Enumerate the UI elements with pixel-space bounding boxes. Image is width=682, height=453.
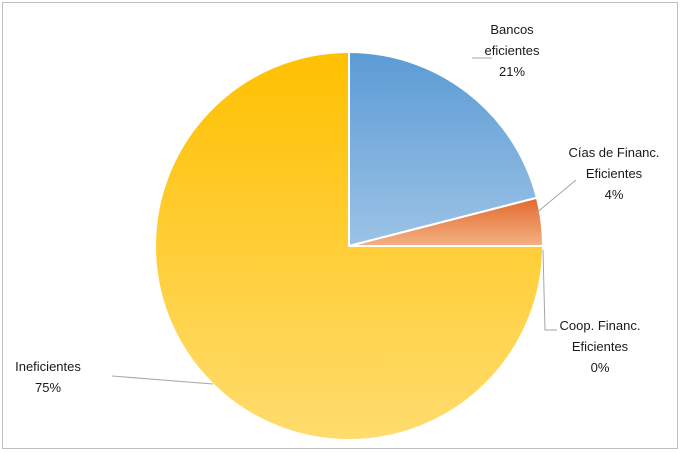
data-label-line: Eficientes (572, 339, 629, 354)
leader-line-coop-financ-eficientes (542, 249, 557, 331)
slice-bancos-eficientes (348, 50, 539, 248)
pie-slices (154, 50, 545, 441)
data-label-cias-de-financ-eficientes: Cías de Financ. Eficientes 4% (568, 145, 659, 202)
data-label-line: 0% (591, 360, 610, 375)
data-label-line: 75% (35, 380, 61, 395)
leader-line-ineficientes (111, 375, 214, 385)
data-label-line: Coop. Financ. (560, 318, 641, 333)
data-label-line: eficientes (485, 43, 540, 58)
data-label-ineficientes: Ineficientes 75% (15, 359, 81, 395)
data-label-coop-financ-eficientes: Coop. Financ. Eficientes 0% (560, 318, 641, 375)
data-label-line: Bancos (490, 22, 534, 37)
data-labels: Bancos eficientes 21% Cías de Financ. Eficie… (15, 22, 659, 395)
data-label-line: 21% (499, 64, 525, 79)
data-label-line: Eficientes (586, 166, 643, 181)
leader-lines (111, 57, 577, 385)
leader-line-cias-de-financ-eficientes (534, 179, 577, 215)
data-label-line: Ineficientes (15, 359, 81, 374)
data-label-bancos-eficientes: Bancos eficientes 21% (485, 22, 540, 79)
data-label-line: Cías de Financ. (568, 145, 659, 160)
slice-ineficientes (154, 50, 545, 441)
data-label-line: 4% (605, 187, 624, 202)
